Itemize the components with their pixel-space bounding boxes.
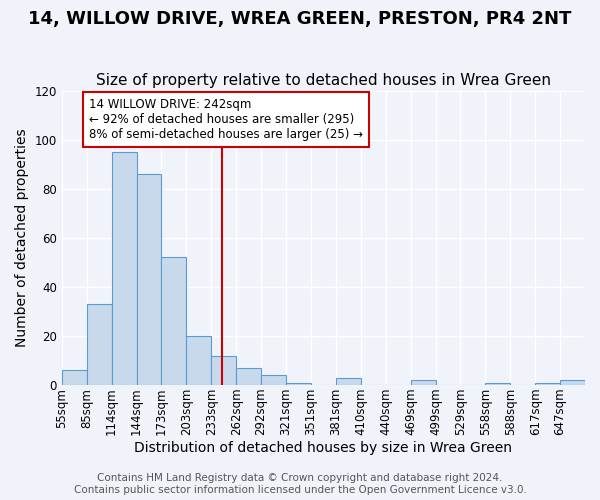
Bar xyxy=(236,368,261,385)
Text: 14, WILLOW DRIVE, WREA GREEN, PRESTON, PR4 2NT: 14, WILLOW DRIVE, WREA GREEN, PRESTON, P… xyxy=(28,10,572,28)
Bar xyxy=(187,336,211,385)
Text: 14 WILLOW DRIVE: 242sqm
← 92% of detached houses are smaller (295)
8% of semi-de: 14 WILLOW DRIVE: 242sqm ← 92% of detache… xyxy=(89,98,363,141)
Title: Size of property relative to detached houses in Wrea Green: Size of property relative to detached ho… xyxy=(96,73,551,88)
Bar xyxy=(336,378,361,385)
Bar xyxy=(137,174,161,385)
X-axis label: Distribution of detached houses by size in Wrea Green: Distribution of detached houses by size … xyxy=(134,441,512,455)
Bar xyxy=(211,356,236,385)
Bar xyxy=(410,380,436,385)
Bar xyxy=(62,370,87,385)
Bar xyxy=(485,382,510,385)
Bar xyxy=(535,382,560,385)
Bar xyxy=(560,380,585,385)
Y-axis label: Number of detached properties: Number of detached properties xyxy=(15,128,29,347)
Bar xyxy=(87,304,112,385)
Bar xyxy=(286,382,311,385)
Bar xyxy=(112,152,137,385)
Bar xyxy=(161,258,187,385)
Text: Contains HM Land Registry data © Crown copyright and database right 2024.
Contai: Contains HM Land Registry data © Crown c… xyxy=(74,474,526,495)
Bar xyxy=(261,375,286,385)
